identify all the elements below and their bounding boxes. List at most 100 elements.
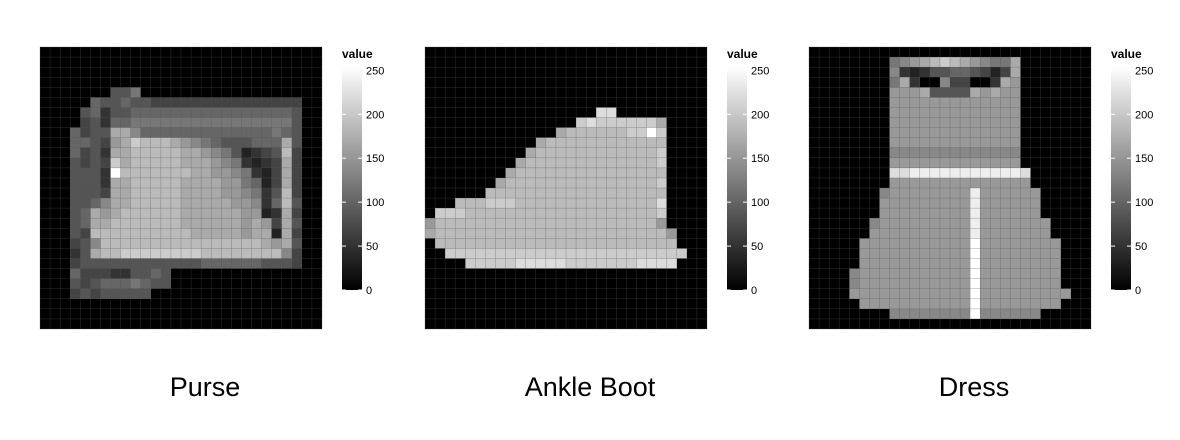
heatmap-cell (960, 298, 971, 309)
heatmap-cell (181, 177, 192, 189)
heatmap-cell (301, 167, 312, 178)
heatmap-cell (485, 278, 496, 289)
heatmap-cell (616, 77, 627, 88)
heatmap-cell (555, 157, 567, 168)
heatmap-cell (555, 127, 567, 138)
heatmap-cell (586, 67, 597, 78)
heatmap-cell (475, 167, 486, 178)
heatmap-cell (1080, 117, 1092, 128)
heatmap-cell (70, 198, 81, 209)
heatmap-cell (80, 97, 91, 108)
heatmap-cell (425, 188, 436, 199)
heatmap-cell (929, 308, 940, 319)
legend-tick-label: 0 (366, 285, 372, 297)
heatmap-cell (606, 47, 617, 58)
heatmap-cell (120, 147, 131, 158)
heatmap-cell (1020, 107, 1031, 118)
heatmap-cell (1020, 57, 1031, 68)
heatmap-cell (586, 147, 597, 158)
heatmap-cell (555, 248, 567, 259)
heatmap-panel-dress: value 0 50 100 150 200 250 Dress (808, 0, 1180, 440)
heatmap-cell (465, 77, 476, 88)
heatmap-cell (1000, 318, 1011, 330)
heatmap-cell (666, 57, 677, 68)
heatmap-cell (475, 208, 486, 219)
heatmap-cell (130, 208, 141, 219)
heatmap-cell (70, 87, 81, 98)
heatmap-cell (819, 278, 830, 289)
heatmap-cell (626, 248, 637, 259)
heatmap-cell (311, 77, 323, 88)
heatmap-cell (191, 188, 202, 199)
heatmap-cell (40, 248, 51, 259)
heatmap-cell (40, 147, 51, 158)
heatmap-cell (505, 258, 516, 269)
heatmap-cell (596, 208, 607, 219)
heatmap-cell (495, 318, 506, 330)
heatmap-cell (211, 208, 222, 219)
heatmap-cell (576, 248, 587, 259)
heatmap-cell (150, 57, 161, 68)
heatmap-cell (1070, 218, 1081, 229)
heatmap-cell (1050, 318, 1061, 330)
heatmap-cell (150, 137, 161, 148)
heatmap-cell (980, 248, 991, 259)
heatmap-cell (1050, 308, 1061, 319)
heatmap-cell (829, 228, 840, 239)
heatmap-cell (465, 318, 476, 330)
heatmap-cell (525, 268, 536, 279)
heatmap-cell (1010, 177, 1021, 189)
heatmap-cell (130, 258, 141, 269)
heatmap-cell (970, 228, 981, 239)
heatmap-cell (656, 208, 667, 219)
heatmap-cell (535, 167, 546, 178)
heatmap-cell (60, 298, 71, 309)
heatmap-cell (676, 107, 687, 118)
heatmap-cell (656, 177, 667, 189)
heatmap-cell (839, 177, 850, 189)
heatmap-cell (160, 47, 171, 58)
legend-title: value (727, 47, 758, 61)
heatmap-cell (1000, 268, 1011, 279)
heatmap-cell (909, 177, 920, 189)
heatmap-cell (271, 137, 282, 148)
heatmap-cell (485, 298, 496, 309)
legend-tick-label: 150 (366, 153, 384, 165)
heatmap-cell (1010, 248, 1021, 259)
heatmap-cell (1070, 177, 1081, 189)
heatmap-cell (1070, 167, 1081, 178)
heatmap-cell (191, 147, 202, 158)
heatmap-cell (70, 57, 81, 68)
heatmap-cell (859, 318, 870, 330)
heatmap-cell (435, 67, 446, 78)
heatmap-cell (495, 167, 506, 178)
heatmap-cell (1050, 248, 1061, 259)
heatmap-cell (495, 238, 506, 249)
heatmap-cell (839, 147, 850, 158)
heatmap-cell (505, 218, 516, 229)
heatmap-cell (596, 228, 607, 239)
heatmap-cell (291, 188, 302, 199)
heatmap-cell (919, 47, 930, 58)
heatmap-cell (100, 107, 111, 118)
heatmap-cell (646, 198, 657, 209)
heatmap-cell (505, 208, 516, 219)
heatmap-cell (1030, 147, 1041, 158)
heatmap-cell (829, 57, 840, 68)
heatmap-cell (201, 308, 212, 319)
heatmap-cell (626, 308, 637, 319)
heatmap-cell (455, 218, 466, 229)
heatmap-cell (819, 57, 830, 68)
heatmap-cell (271, 117, 282, 128)
heatmap-cell (990, 258, 1001, 269)
heatmap-cell (170, 188, 182, 199)
heatmap-cell (445, 57, 456, 68)
heatmap-cell (616, 258, 627, 269)
heatmap-cell (465, 87, 476, 98)
heatmap-cell (50, 318, 61, 330)
heatmap-cell (545, 67, 556, 78)
heatmap-cell (596, 308, 607, 319)
heatmap-cell (1080, 228, 1092, 239)
heatmap-cell (950, 298, 961, 309)
heatmap-cell (849, 188, 860, 199)
